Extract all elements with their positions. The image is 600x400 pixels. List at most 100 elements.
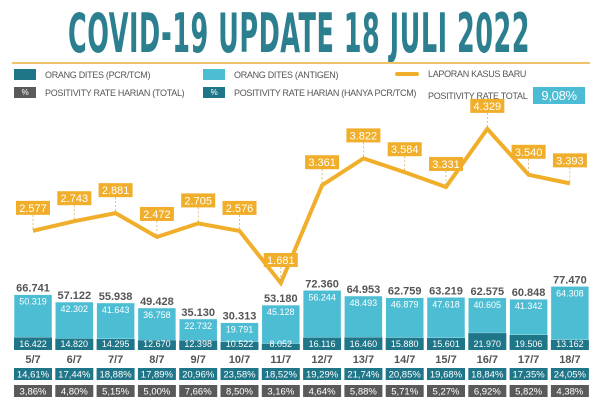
pcr-rate-badge (96, 368, 135, 380)
pcr-rate-label: 17,35% (512, 370, 545, 381)
date-label: 17/7 (518, 354, 539, 366)
bar-pcr (550, 339, 589, 350)
total-rate-label: 5,27% (433, 387, 460, 398)
total-rate-label: 4,38% (556, 387, 583, 398)
total-label: 77.470 (553, 274, 587, 286)
cases-label: 2.577 (19, 203, 47, 215)
pcr-label: 10.522 (226, 339, 254, 349)
total-label: 35.130 (181, 307, 215, 319)
bar-pcr (468, 333, 507, 350)
cases-label: 3.822 (350, 130, 378, 142)
pcr-label: 19.506 (515, 339, 543, 349)
bar-antigen (178, 318, 218, 341)
bar-antigen (468, 297, 507, 334)
bar-antigen (96, 302, 135, 340)
pcr-rate-label: 18,84% (471, 370, 504, 381)
date-label: 5/7 (25, 354, 40, 366)
pcr-rate-label: 18,88% (99, 370, 132, 381)
positivity-rate-total-value: 9,08% (533, 87, 585, 104)
pcr-rate-label: 20,85% (389, 370, 422, 381)
total-label: 72.360 (305, 278, 339, 290)
bar-pcr (179, 340, 218, 350)
legend-label: ORANG DITES (PCR/TCM) (45, 69, 151, 80)
legend-rate-total: % POSITIVITY RATE HARIAN (TOTAL) (14, 87, 185, 98)
cases-label-box (139, 206, 174, 221)
pcr-rate-badge (344, 368, 383, 380)
legend-cases: LAPORAN KASUS BARU (395, 69, 526, 79)
cases-label: 2.705 (184, 195, 212, 207)
pcr-rate-badge (220, 368, 259, 380)
total-label: 66.741 (16, 283, 50, 295)
bar-pcr (220, 341, 259, 350)
date-label: 6/7 (67, 354, 82, 366)
pcr-rate-badge (55, 368, 94, 380)
legend-label: POSITIVITY RATE HARIAN (TOTAL) (45, 87, 185, 98)
total-rate-badge (303, 385, 342, 397)
total-label: 63.219 (429, 285, 463, 297)
total-rate-label: 8,50% (226, 387, 253, 398)
cases-label-box (305, 155, 340, 170)
legend-antigen: ORANG DITES (ANTIGEN) (203, 69, 339, 80)
total-label: 55.938 (99, 291, 133, 303)
pcr-label: 21.970 (474, 339, 502, 349)
cases-label-box (552, 153, 587, 168)
total-rate-badge (385, 385, 424, 397)
total-rate-badge (137, 385, 176, 397)
total-rate-badge (261, 385, 300, 397)
bar-antigen (261, 304, 301, 345)
bar-pcr (14, 337, 52, 350)
cases-label: 3.331 (432, 159, 460, 171)
pcr-rate-badge (179, 368, 218, 380)
bar-pcr (427, 337, 465, 350)
antigen-label: 45.128 (267, 307, 295, 317)
pcr-rate-label: 19,68% (430, 370, 463, 381)
pcr-label: 12.670 (143, 339, 171, 349)
total-rate-label: 4,64% (309, 387, 336, 398)
pcr-label: 16.460 (350, 339, 378, 349)
cases-label: 3.540 (515, 147, 543, 159)
total-rate-label: 5,88% (350, 387, 377, 398)
antigen-label: 42.302 (61, 304, 89, 314)
cases-label-box (429, 156, 463, 171)
title-divider (12, 62, 590, 64)
pcr-label: 15.880 (391, 339, 419, 349)
bar-antigen (385, 297, 424, 339)
pcr-rate-label: 24,05% (554, 370, 587, 381)
total-label: 60.848 (512, 287, 546, 299)
cases-label: 3.393 (556, 155, 584, 167)
antigen-label: 22.732 (184, 321, 212, 331)
pcr-label: 12.398 (184, 339, 212, 349)
legend-label: ORANG DITES (ANTIGEN) (234, 69, 339, 80)
total-rate-badge (220, 385, 259, 397)
bar-antigen (509, 298, 548, 336)
cases-line (32, 125, 571, 287)
cases-label: 2.743 (61, 193, 89, 205)
cases-label-box (98, 183, 133, 198)
cases-label-box (470, 98, 505, 113)
legend-label: LAPORAN KASUS BARU (428, 69, 527, 79)
date-label: 15/7 (435, 354, 456, 366)
antigen-label: 41.342 (515, 301, 543, 311)
date-label: 10/7 (229, 354, 250, 366)
bar-pcr (96, 338, 135, 350)
antigen-label: 40.605 (474, 300, 502, 310)
positivity-rate-total: POSITIVITY RATE TOTAL 9,08% (428, 87, 585, 104)
total-rate-badge (179, 385, 218, 397)
chart-title: COVID-19 UPDATE 18 JULI 2022 (68, 2, 531, 65)
cases-label: 3.584 (391, 144, 419, 156)
cases-label-box (181, 193, 216, 208)
cases-label: 2.472 (143, 209, 171, 221)
legend-rate-pcr: % POSITIVITY RATE HARIAN (HANYA PCR/TCM) (203, 87, 416, 98)
total-label: 62.759 (388, 286, 422, 298)
cases-label: 1.681 (267, 255, 295, 267)
legend-pcr: ORANG DITES (PCR/TCM) (14, 69, 151, 80)
cases-label: 3.361 (308, 157, 336, 169)
pcr-rate-label: 20,96% (182, 370, 215, 381)
bar-pcr (137, 340, 176, 350)
total-rate-badge (550, 385, 589, 397)
antigen-label: 50.319 (19, 297, 47, 307)
pcr-rate-badge (14, 368, 52, 380)
antigen-label: 64.308 (556, 288, 584, 298)
total-rate-badge (427, 385, 465, 397)
